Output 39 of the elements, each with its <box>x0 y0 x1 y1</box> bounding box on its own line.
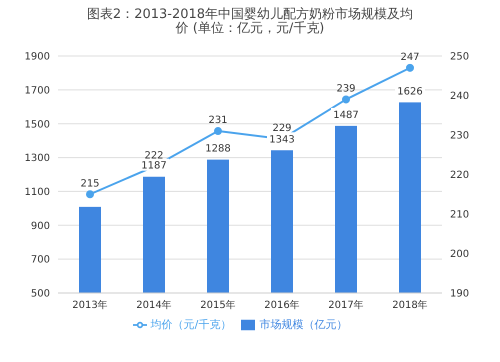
data-label: 1343 <box>269 134 295 146</box>
y-tick-label: 1700 <box>24 85 50 96</box>
point <box>342 95 350 104</box>
point <box>86 190 94 198</box>
legend-label: 市场规模（亿元） <box>259 318 348 331</box>
y-tick-label: 1900 <box>24 52 50 63</box>
point <box>214 127 222 136</box>
y-tick-label: 500 <box>30 288 50 300</box>
x-tick-label: 2017年 <box>328 299 364 312</box>
y2-tick-label: 240 <box>450 91 470 102</box>
data-label: 1288 <box>205 144 231 155</box>
y2-tick-label: 220 <box>450 170 470 182</box>
x-tick-label: 2018年 <box>392 299 428 312</box>
data-label: 239 <box>336 83 356 94</box>
data-label: 1187 <box>141 160 167 172</box>
y2-tick-label: 230 <box>450 130 470 142</box>
chart-title: 图表2：2013-2018年中国婴幼儿配方奶粉市场规模及均价 (单位：亿元，元/千克) <box>86 7 414 36</box>
y2-tick-label: 200 <box>450 249 470 260</box>
data-label: 247 <box>400 52 420 63</box>
y-tick-label: 1300 <box>24 153 50 164</box>
point <box>406 64 414 72</box>
x-tick-label: 2014年 <box>136 299 172 312</box>
data-label: 231 <box>208 115 228 126</box>
y-tick-label: 900 <box>30 220 50 232</box>
x-tick-label: 2013年 <box>72 299 108 312</box>
y2-tick-label: 210 <box>450 210 470 221</box>
data-label: 1487 <box>333 110 359 121</box>
y-tick-label: 700 <box>30 254 50 266</box>
x-tick-label: 2016年 <box>264 299 300 312</box>
y-tick-label: 1100 <box>24 186 50 198</box>
data-label: 229 <box>272 122 292 134</box>
data-label: 215 <box>80 178 100 190</box>
data-label: 222 <box>144 150 164 162</box>
y2-tick-label: 250 <box>450 52 470 63</box>
y-tick-label: 1500 <box>24 119 50 130</box>
data-label: 1626 <box>397 86 423 98</box>
x-tick-label: 2015年 <box>200 299 236 312</box>
legend-label: 均价（元/千克） <box>150 318 232 331</box>
y2-tick-label: 190 <box>450 288 470 300</box>
